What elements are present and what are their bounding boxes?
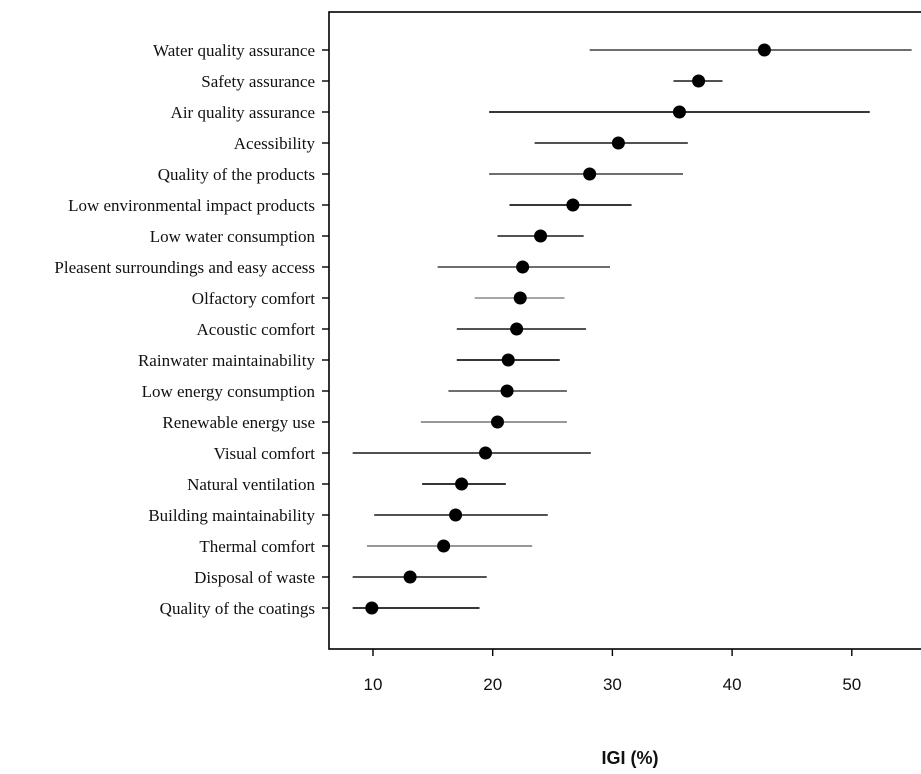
point-marker xyxy=(757,43,771,57)
x-tick-label: 40 xyxy=(723,675,742,694)
category-label: Low environmental impact products xyxy=(68,196,315,215)
point-marker xyxy=(437,539,451,553)
category-label: Natural ventilation xyxy=(187,475,315,494)
x-axis-title: IGI (%) xyxy=(602,748,659,768)
category-label: Disposal of waste xyxy=(194,568,315,587)
point-marker xyxy=(449,508,463,522)
point-marker xyxy=(500,384,514,398)
category-label: Acoustic comfort xyxy=(197,320,316,339)
category-label: Water quality assurance xyxy=(153,41,315,60)
y-axis-ticks xyxy=(322,49,329,609)
point-marker xyxy=(566,198,580,212)
category-label: Air quality assurance xyxy=(171,103,315,122)
category-label: Acessibility xyxy=(234,134,316,153)
category-label: Building maintainability xyxy=(148,506,315,525)
category-label: Low water consumption xyxy=(150,227,316,246)
point-marker xyxy=(365,601,379,615)
confidence-intervals xyxy=(352,49,912,609)
x-tick-label: 50 xyxy=(842,675,861,694)
category-label: Safety assurance xyxy=(201,72,315,91)
x-tick-label: 20 xyxy=(483,675,502,694)
point-marker xyxy=(479,446,493,460)
x-tick-label: 10 xyxy=(364,675,383,694)
point-markers xyxy=(365,43,771,615)
point-marker xyxy=(490,415,504,429)
category-label: Low energy consumption xyxy=(142,382,316,401)
point-marker xyxy=(534,229,548,243)
point-marker xyxy=(672,105,686,119)
point-marker xyxy=(516,260,530,274)
point-marker xyxy=(692,74,706,88)
point-marker xyxy=(455,477,469,491)
category-label: Visual comfort xyxy=(214,444,316,463)
category-labels: Water quality assurance Safety assurance A… xyxy=(54,41,315,618)
point-marker xyxy=(583,167,597,181)
point-marker xyxy=(501,353,515,367)
x-axis-ticks xyxy=(372,649,853,656)
point-marker xyxy=(403,570,417,584)
x-tick-label: 30 xyxy=(603,675,622,694)
category-label: Pleasent surroundings and easy access xyxy=(54,258,315,277)
category-label: Quality of the products xyxy=(158,165,315,184)
category-label: Rainwater maintainability xyxy=(138,351,316,370)
point-marker xyxy=(510,322,524,336)
category-label: Thermal comfort xyxy=(199,537,315,556)
plot-frame xyxy=(328,11,921,650)
point-marker xyxy=(611,136,625,150)
point-marker xyxy=(513,291,527,305)
category-label: Quality of the coatings xyxy=(160,599,315,618)
category-label: Olfactory comfort xyxy=(192,289,315,308)
x-axis-tick-labels: 10 20 30 40 50 xyxy=(364,675,862,694)
category-label: Renewable energy use xyxy=(162,413,315,432)
